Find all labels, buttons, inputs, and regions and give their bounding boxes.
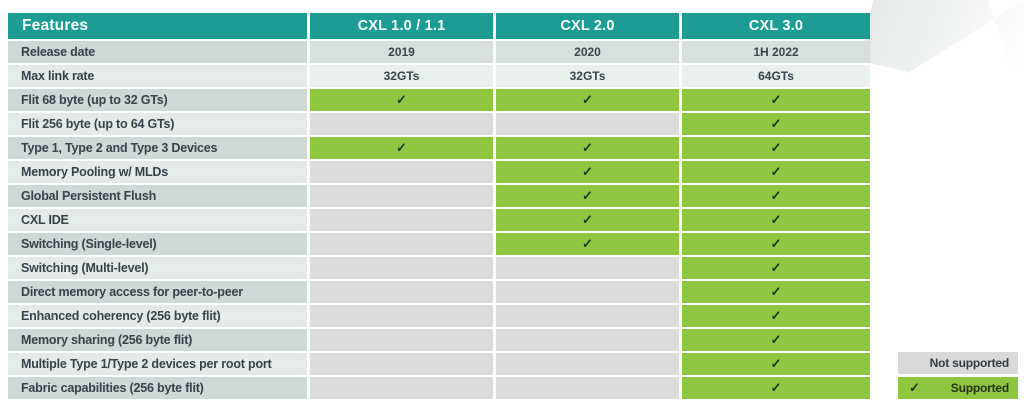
support-cell-supported: ✓ <box>496 89 679 111</box>
feature-label-cell: Release date <box>8 41 307 63</box>
support-cell-supported: ✓ <box>496 185 679 207</box>
support-cell-supported: ✓ <box>310 137 493 159</box>
column-header-features: Features <box>8 13 307 39</box>
support-cell-not-supported <box>310 161 493 183</box>
column-header-3: CXL 3.0 <box>682 13 870 39</box>
feature-label-cell: Enhanced coherency (256 byte flit) <box>8 305 307 327</box>
info-value-cell: 2020 <box>496 41 679 63</box>
support-cell-supported: ✓ <box>682 281 870 303</box>
support-cell-supported: ✓ <box>496 161 679 183</box>
support-cell-supported: ✓ <box>682 377 870 399</box>
legend: Not supported ✓ Supported <box>898 352 1018 399</box>
info-value-cell: 2019 <box>310 41 493 63</box>
support-cell-not-supported <box>310 185 493 207</box>
support-cell-supported: ✓ <box>682 233 870 255</box>
support-cell-not-supported <box>310 329 493 351</box>
support-cell-supported: ✓ <box>682 89 870 111</box>
support-cell-not-supported <box>310 377 493 399</box>
support-cell-not-supported <box>496 113 679 135</box>
support-cell-supported: ✓ <box>496 233 679 255</box>
support-cell-not-supported <box>496 377 679 399</box>
info-value-cell: 1H 2022 <box>682 41 870 63</box>
feature-label-cell: Global Persistent Flush <box>8 185 307 207</box>
support-cell-not-supported <box>496 353 679 375</box>
feature-label-cell: Switching (Multi-level) <box>8 257 307 279</box>
feature-label-cell: Flit 68 byte (up to 32 GTs) <box>8 89 307 111</box>
support-cell-supported: ✓ <box>682 161 870 183</box>
support-cell-not-supported <box>496 257 679 279</box>
legend-not-supported: Not supported <box>898 352 1018 374</box>
support-cell-supported: ✓ <box>310 89 493 111</box>
feature-label-cell: Flit 256 byte (up to 64 GTs) <box>8 113 307 135</box>
support-cell-not-supported <box>496 305 679 327</box>
support-cell-not-supported <box>310 257 493 279</box>
support-cell-not-supported <box>310 305 493 327</box>
support-cell-supported: ✓ <box>682 305 870 327</box>
support-cell-not-supported <box>496 281 679 303</box>
support-cell-not-supported <box>496 329 679 351</box>
column-header-2: CXL 2.0 <box>496 13 679 39</box>
support-cell-supported: ✓ <box>682 329 870 351</box>
check-icon: ✓ <box>909 380 920 395</box>
column-header-1: CXL 1.0 / 1.1 <box>310 13 493 39</box>
feature-label-cell: Memory Pooling w/ MLDs <box>8 161 307 183</box>
info-value-cell: 64GTs <box>682 65 870 87</box>
feature-label-cell: Fabric capabilities (256 byte flit) <box>8 377 307 399</box>
feature-label-cell: Type 1, Type 2 and Type 3 Devices <box>8 137 307 159</box>
info-value-cell: 32GTs <box>496 65 679 87</box>
feature-label-cell: Direct memory access for peer-to-peer <box>8 281 307 303</box>
support-cell-supported: ✓ <box>496 209 679 231</box>
feature-label-cell: Multiple Type 1/Type 2 devices per root … <box>8 353 307 375</box>
support-cell-supported: ✓ <box>682 353 870 375</box>
feature-label-cell: Switching (Single-level) <box>8 233 307 255</box>
support-cell-supported: ✓ <box>682 113 870 135</box>
support-cell-not-supported <box>310 353 493 375</box>
legend-not-supported-label: Not supported <box>929 356 1010 370</box>
cxl-feature-table: Features CXL 1.0 / 1.1 CXL 2.0 CXL 3.0 Relea… <box>8 13 870 399</box>
feature-label-cell: Memory sharing (256 byte flit) <box>8 329 307 351</box>
feature-label-cell: Max link rate <box>8 65 307 87</box>
legend-supported: ✓ Supported <box>898 377 1018 399</box>
support-cell-supported: ✓ <box>496 137 679 159</box>
support-cell-not-supported <box>310 113 493 135</box>
support-cell-supported: ✓ <box>682 137 870 159</box>
legend-supported-label: Supported <box>950 381 1009 395</box>
support-cell-supported: ✓ <box>682 257 870 279</box>
support-cell-supported: ✓ <box>682 185 870 207</box>
background-accent <box>860 0 1024 105</box>
info-value-cell: 32GTs <box>310 65 493 87</box>
feature-label-cell: CXL IDE <box>8 209 307 231</box>
support-cell-not-supported <box>310 233 493 255</box>
support-cell-supported: ✓ <box>682 209 870 231</box>
support-cell-not-supported <box>310 281 493 303</box>
support-cell-not-supported <box>310 209 493 231</box>
